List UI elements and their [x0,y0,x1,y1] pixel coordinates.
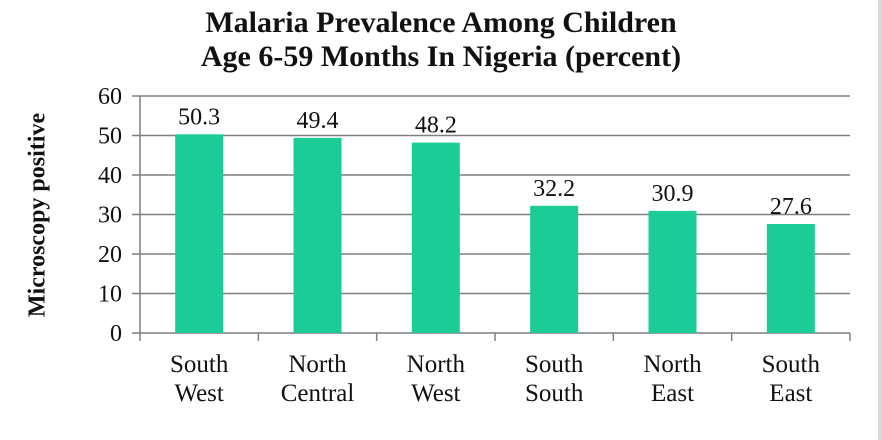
x-category-label: North [643,351,702,378]
data-label: 27.6 [770,194,812,220]
data-label: 30.9 [652,181,694,207]
x-category-label: West [174,380,223,407]
data-label: 49.4 [297,108,339,134]
data-label: 50.3 [178,104,220,130]
bar [175,134,224,333]
bar [766,223,815,333]
y-tick-label: 30 [98,203,122,229]
x-category-label: Central [281,380,355,407]
chart-title: Malaria Prevalence Among Children Age 6-… [0,6,882,74]
y-tick-label: 60 [98,84,122,110]
bar [530,205,579,333]
chart-title-line-1: Malaria Prevalence Among Children [205,6,677,39]
x-category-label: South [525,380,584,407]
data-label: 32.2 [533,176,575,202]
y-tick-label: 20 [98,242,122,268]
x-category-label: South [525,351,584,378]
chart-title-line-2: Age 6-59 Months In Nigeria (percent) [200,40,682,73]
x-category-label: South [170,351,229,378]
bar [293,137,342,333]
x-category-label: East [769,380,812,407]
y-tick-label: 10 [98,282,122,308]
x-category-label: West [411,380,460,407]
bar [648,210,697,333]
x-category-label: North [288,351,347,378]
x-category-label: East [651,380,694,407]
frame-edge [878,0,882,440]
y-tick-label: 50 [98,124,122,150]
y-tick-label: 40 [98,163,122,189]
x-category-label: North [407,351,466,378]
bar [411,142,460,333]
x-category-label: South [762,351,821,378]
data-label: 48.2 [415,113,457,139]
y-tick-label: 0 [110,321,122,347]
